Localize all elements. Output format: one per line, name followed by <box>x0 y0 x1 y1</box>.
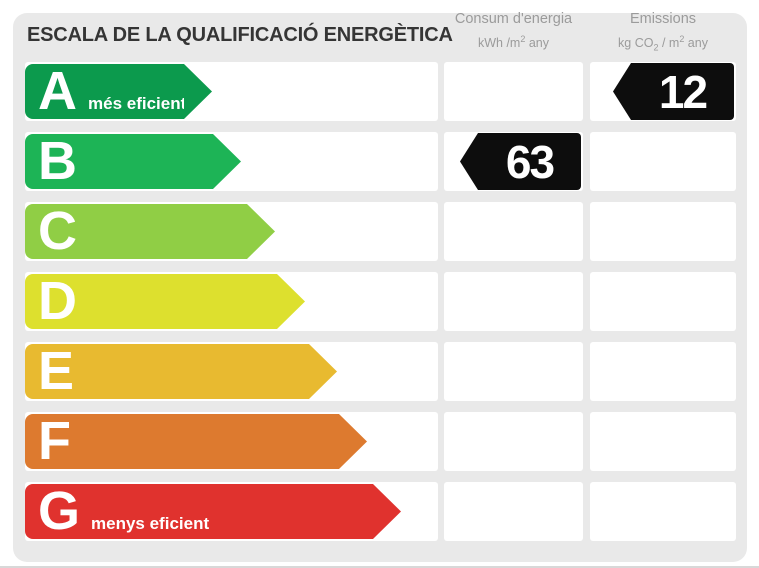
grade-arrow-body: B <box>25 134 213 189</box>
emissions-header-unit: kg CO2 / m2 any <box>590 32 736 56</box>
scale-row-c: C <box>25 202 736 261</box>
value-arrow-tip-icon <box>613 63 631 120</box>
grade-arrow-body: D <box>25 274 277 329</box>
grade-letter: C <box>38 201 77 261</box>
emissions-cell <box>590 342 736 401</box>
value-arrow-tip-icon <box>460 133 478 190</box>
grade-note: menys eficient <box>91 514 210 533</box>
emissions-cell <box>590 202 736 261</box>
consum-cell <box>444 202 583 261</box>
grade-arrow: B <box>25 134 241 189</box>
scale-row-e: E <box>25 342 736 401</box>
grade-arrow: E <box>25 344 337 399</box>
grade-arrow-body: E <box>25 344 309 399</box>
scale-cell: F <box>25 412 438 471</box>
emissions-unit-mid: / m <box>658 36 680 51</box>
arrow-tip-icon <box>184 64 212 119</box>
scale-cell: E <box>25 342 438 401</box>
arrow-tip-icon <box>373 484 401 539</box>
page-title: ESCALA DE LA QUALIFICACIÓ ENERGÈTICA <box>27 24 453 46</box>
consum-unit-pre: kWh /m <box>477 36 521 51</box>
emissions-header-title: Emissions <box>629 11 697 27</box>
grade-letter: E <box>38 341 75 401</box>
grade-letter: F <box>38 411 71 471</box>
grade-arrow: D <box>25 274 305 329</box>
consum-column-header: Consum d'energia kWh /m2 any <box>444 11 583 51</box>
emissions-cell <box>590 412 736 471</box>
consum-cell <box>444 482 583 541</box>
emissions-value: 12 <box>631 63 734 120</box>
emissions-value-arrow: 12 <box>613 63 734 120</box>
grade-note: més eficient <box>88 94 187 113</box>
arrow-tip-icon <box>309 344 337 399</box>
page-bottom-divider <box>0 566 759 568</box>
scale-cell: C <box>25 202 438 261</box>
emissions-unit-sub: 2 <box>653 42 659 53</box>
emissions-unit-pre: kg CO <box>618 36 654 51</box>
consum-unit-sup: 2 <box>520 34 526 44</box>
scale-row-f: F <box>25 412 736 471</box>
emissions-unit-post: any <box>684 36 708 51</box>
grade-arrow-body: F <box>25 414 339 469</box>
scale-cell: D <box>25 272 438 331</box>
grade-letter: B <box>38 131 77 191</box>
grade-arrow: C <box>25 204 275 259</box>
consum-value: 63 <box>478 133 581 190</box>
consum-header-title: Consum d'energia <box>454 11 573 27</box>
emissions-cell <box>590 272 736 331</box>
consum-unit-post: any <box>525 36 549 51</box>
arrow-tip-icon <box>277 274 305 329</box>
emissions-unit-sup: 2 <box>679 34 685 44</box>
consum-cell <box>444 62 583 121</box>
consum-header-unit: kWh /m2 any <box>444 32 583 51</box>
grade-arrow: F <box>25 414 367 469</box>
grade-letter: A <box>38 61 77 121</box>
scale-row-b: B 63 <box>25 132 736 191</box>
scale-row-d: D <box>25 272 736 331</box>
emissions-cell <box>590 132 736 191</box>
arrow-tip-icon <box>339 414 367 469</box>
consum-value-arrow: 63 <box>460 133 581 190</box>
emissions-cell: 12 <box>590 62 736 121</box>
consum-cell <box>444 272 583 331</box>
grade-arrow-body: C <box>25 204 247 259</box>
arrow-tip-icon <box>247 204 275 259</box>
grade-letter: D <box>38 271 77 331</box>
emissions-cell <box>590 482 736 541</box>
arrow-tip-icon <box>213 134 241 189</box>
scale-cell: B <box>25 132 438 191</box>
emissions-column-header: Emissions kg CO2 / m2 any <box>590 11 736 56</box>
consum-cell: 63 <box>444 132 583 191</box>
consum-cell <box>444 342 583 401</box>
grade-letter: G <box>38 481 81 541</box>
consum-cell <box>444 412 583 471</box>
